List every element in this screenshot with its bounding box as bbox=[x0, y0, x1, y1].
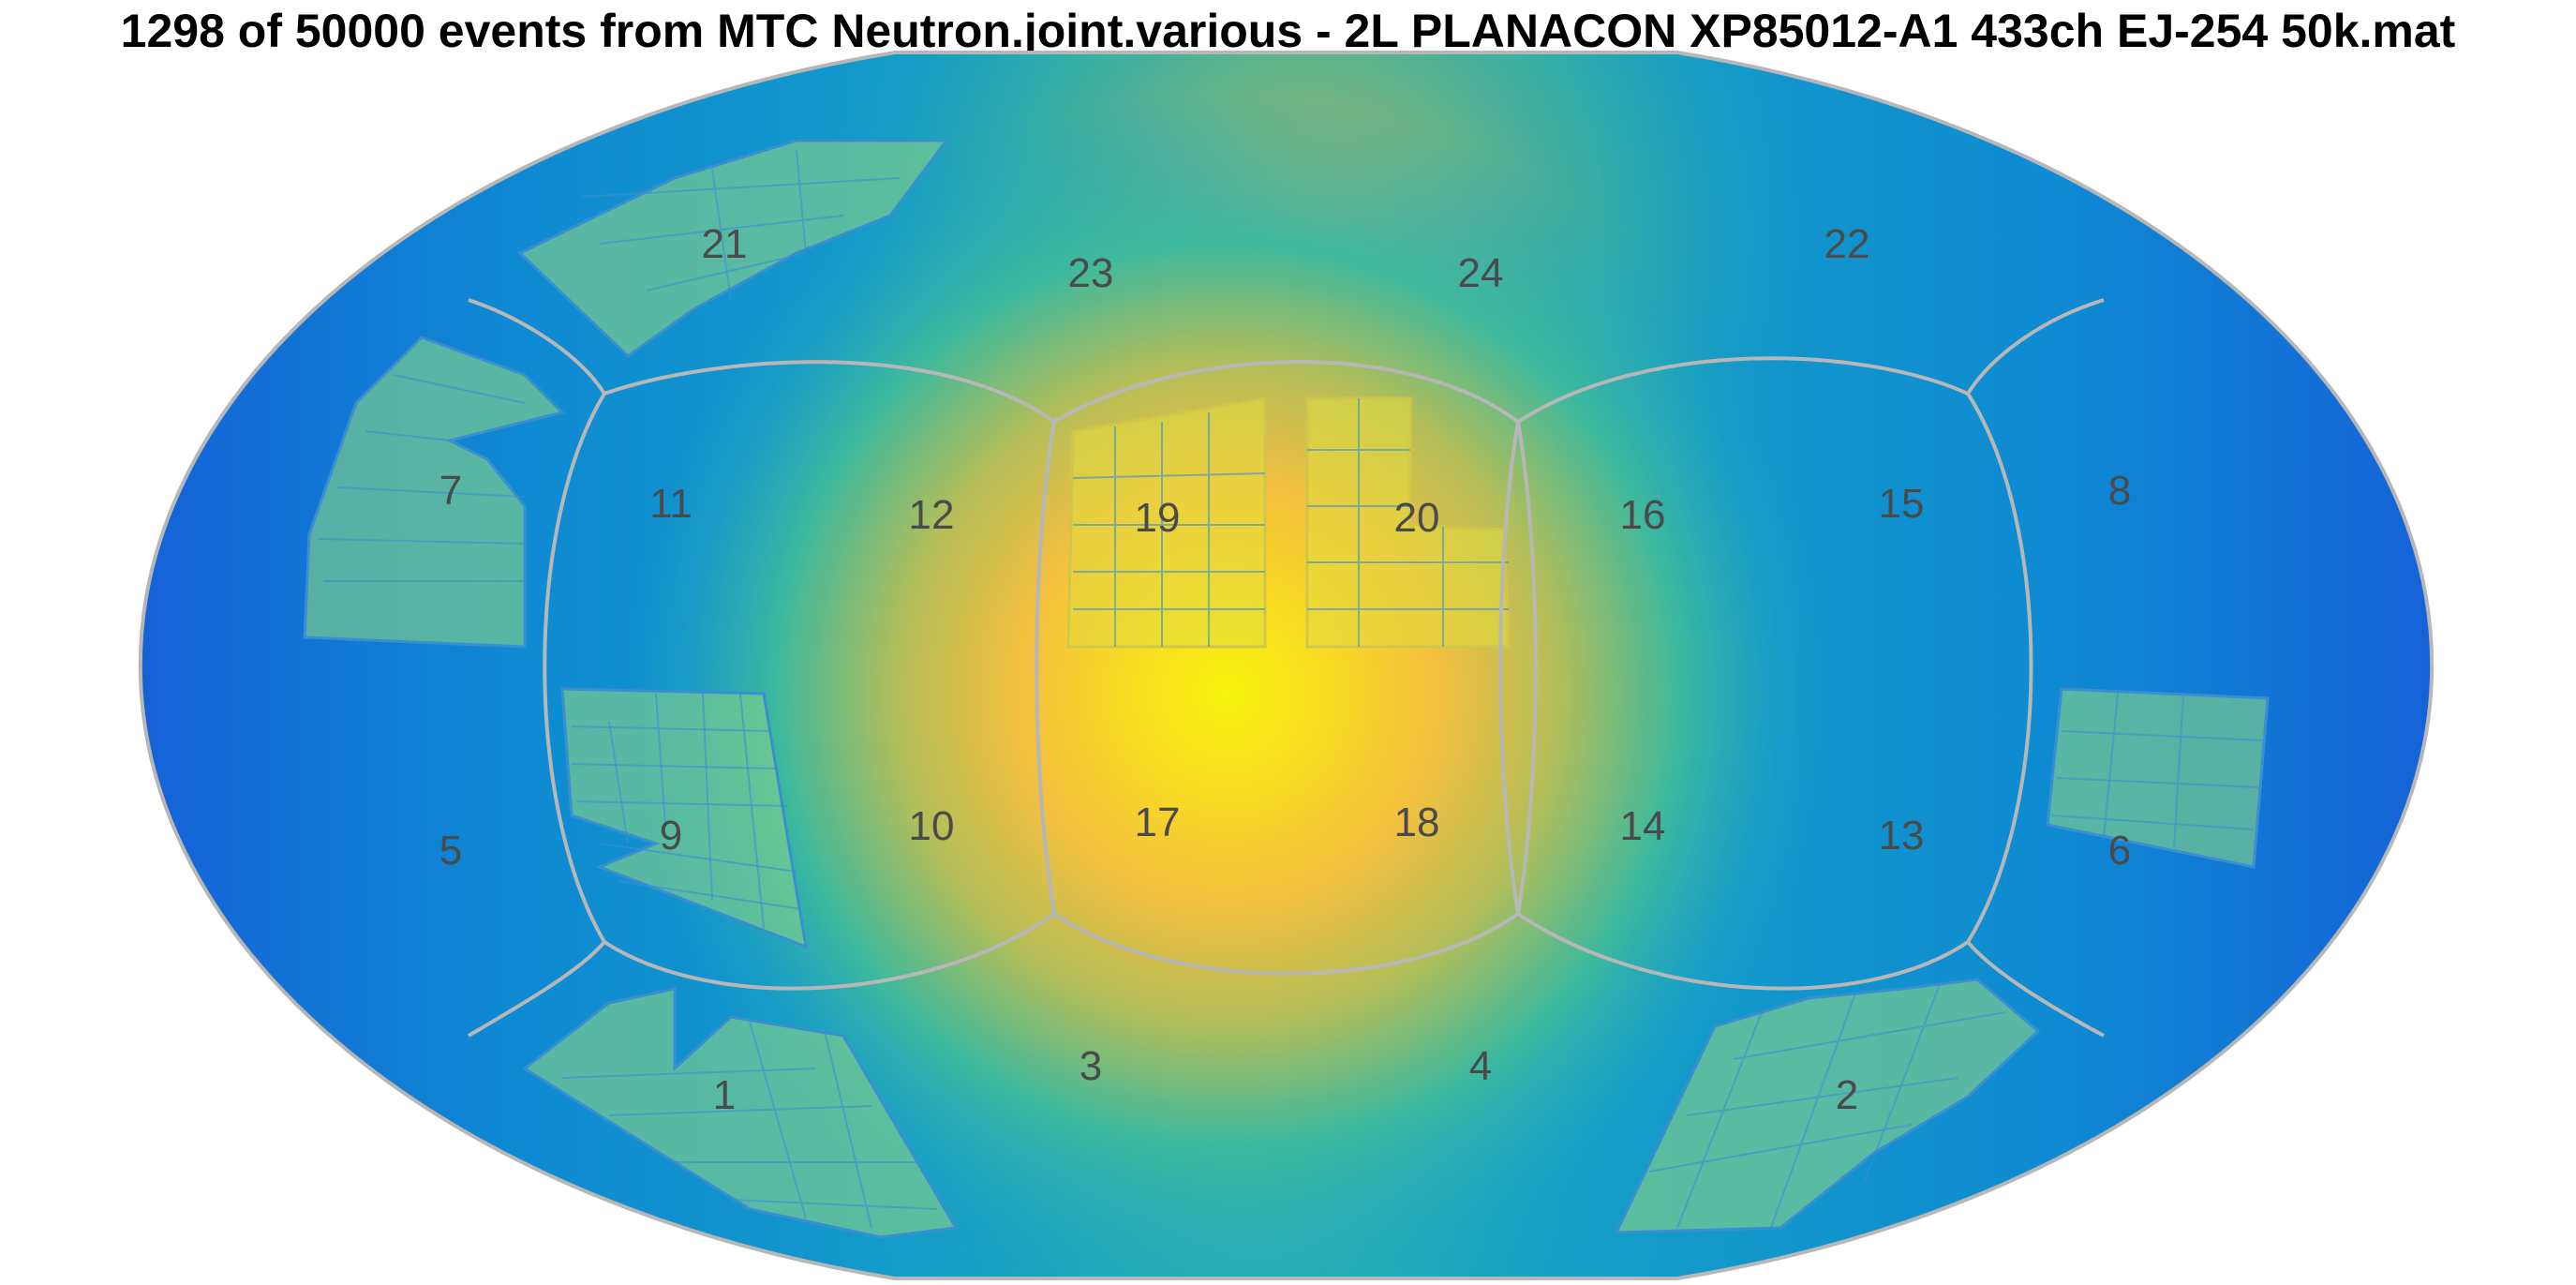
panel-label: 7 bbox=[439, 468, 462, 514]
panel-label: 2 bbox=[1836, 1072, 1858, 1118]
panel-label: 4 bbox=[1469, 1043, 1492, 1089]
panel-label: 22 bbox=[1824, 221, 1870, 267]
panel-label: 9 bbox=[660, 813, 682, 859]
panel-label: 10 bbox=[909, 803, 955, 849]
panel-label: 6 bbox=[2108, 828, 2131, 874]
panel-label: 19 bbox=[1135, 495, 1181, 541]
panel-label: 15 bbox=[1879, 481, 1925, 527]
pmt-tiles bbox=[303, 139, 2270, 1239]
panel-label: 11 bbox=[649, 481, 692, 527]
panel-label: 13 bbox=[1879, 813, 1925, 859]
panel-label: 12 bbox=[909, 492, 955, 538]
panel-seams bbox=[138, 51, 2435, 1280]
panel-labels: 1 2 3 4 5 6 7 8 9 10 11 12 13 14 15 16 1… bbox=[439, 221, 2131, 1118]
page-title: 1298 of 50000 events from MTC Neutron.jo… bbox=[120, 5, 2456, 57]
panel-label: 18 bbox=[1394, 799, 1440, 845]
panel-label: 16 bbox=[1620, 492, 1666, 538]
panel-label: 20 bbox=[1394, 495, 1440, 541]
panel-label: 17 bbox=[1135, 799, 1181, 845]
panel-label: 24 bbox=[1458, 250, 1504, 296]
panel-label: 1 bbox=[713, 1072, 736, 1118]
panel-label: 8 bbox=[2108, 468, 2131, 514]
pmt-tile-grid bbox=[318, 149, 2264, 1229]
panel-label: 3 bbox=[1080, 1043, 1102, 1089]
panel-label: 14 bbox=[1620, 803, 1666, 849]
panel-label: 5 bbox=[439, 828, 462, 874]
panel-label: 21 bbox=[702, 221, 748, 267]
panel-label: 23 bbox=[1068, 250, 1114, 296]
